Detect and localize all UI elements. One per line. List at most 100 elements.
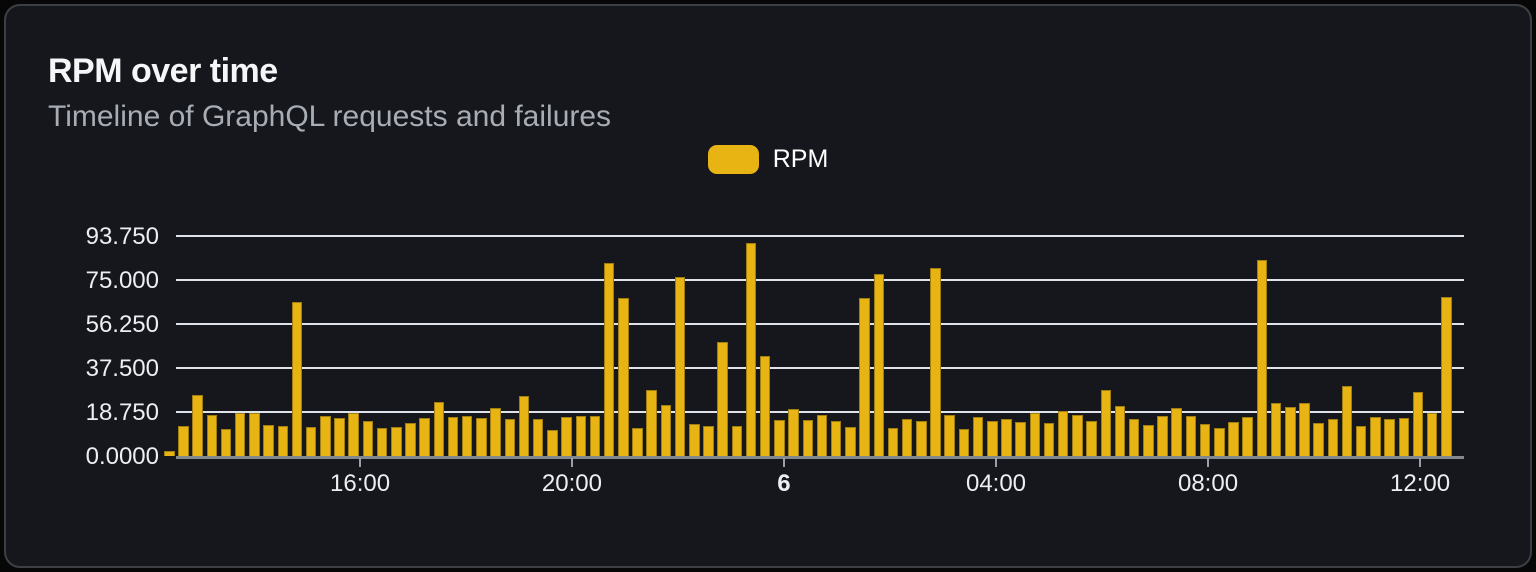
- gridline: [176, 367, 1464, 369]
- rpm-bar[interactable]: [320, 416, 331, 456]
- rpm-bar[interactable]: [972, 417, 984, 456]
- rpm-bar[interactable]: [1114, 406, 1126, 456]
- rpm-bar[interactable]: [249, 413, 260, 456]
- rpm-bar[interactable]: [1015, 421, 1026, 456]
- rpm-bar[interactable]: [873, 274, 884, 456]
- rpm-bar[interactable]: [1072, 414, 1083, 456]
- rpm-bar[interactable]: [859, 298, 870, 456]
- x-axis-tick: [1207, 458, 1210, 467]
- rpm-bar[interactable]: [518, 395, 530, 456]
- rpm-bar[interactable]: [660, 405, 672, 456]
- rpm-bar[interactable]: [1185, 416, 1197, 456]
- rpm-bar[interactable]: [461, 416, 473, 456]
- rpm-bar[interactable]: [1157, 416, 1168, 456]
- rpm-bar[interactable]: [618, 298, 629, 456]
- rpm-bar[interactable]: [759, 356, 771, 456]
- rpm-bar[interactable]: [987, 421, 998, 456]
- chart-card: RPM over time Timeline of GraphQL reques…: [4, 4, 1532, 568]
- rpm-bar[interactable]: [291, 302, 303, 456]
- rpm-bar[interactable]: [447, 417, 459, 456]
- rpm-bar[interactable]: [220, 429, 232, 456]
- rpm-bar[interactable]: [901, 418, 913, 456]
- rpm-bar[interactable]: [1086, 421, 1097, 456]
- rpm-bar[interactable]: [164, 451, 175, 456]
- rpm-bar[interactable]: [916, 421, 927, 456]
- rpm-bar[interactable]: [263, 425, 274, 456]
- rpm-bar[interactable]: [930, 268, 941, 456]
- rpm-bar[interactable]: [575, 416, 586, 456]
- rpm-bar[interactable]: [717, 342, 728, 456]
- rpm-bar[interactable]: [1299, 402, 1310, 456]
- rpm-bar[interactable]: [1327, 418, 1339, 456]
- rpm-bar[interactable]: [1384, 418, 1395, 456]
- rpm-bar[interactable]: [1228, 421, 1239, 456]
- rpm-bar[interactable]: [802, 420, 814, 456]
- rpm-bar[interactable]: [958, 429, 970, 456]
- rpm-bar[interactable]: [887, 428, 899, 456]
- rpm-bar[interactable]: [1029, 413, 1041, 456]
- rpm-bar[interactable]: [1199, 424, 1211, 456]
- rpm-bar[interactable]: [674, 276, 686, 456]
- x-axis-tick: [359, 458, 362, 467]
- rpm-bar[interactable]: [788, 409, 799, 456]
- rpm-bar[interactable]: [433, 402, 445, 456]
- rpm-bar[interactable]: [277, 425, 289, 456]
- rpm-bar[interactable]: [405, 422, 416, 456]
- rpm-bar[interactable]: [774, 420, 785, 456]
- x-axis-tick-label: 12:00: [1390, 470, 1451, 497]
- rpm-bar[interactable]: [547, 430, 558, 456]
- rpm-bar[interactable]: [1355, 425, 1367, 456]
- rpm-bar[interactable]: [1171, 408, 1182, 456]
- rpm-bar[interactable]: [745, 243, 757, 456]
- rpm-bar[interactable]: [1270, 402, 1282, 456]
- x-axis-tick-label: 20:00: [541, 470, 602, 497]
- rpm-bar[interactable]: [1214, 428, 1225, 456]
- rpm-bar[interactable]: [1057, 410, 1069, 456]
- rpm-bar[interactable]: [703, 425, 714, 456]
- rpm-bar[interactable]: [731, 425, 743, 456]
- rpm-bar[interactable]: [1242, 417, 1253, 456]
- rpm-bar[interactable]: [192, 394, 203, 456]
- rpm-bar[interactable]: [689, 423, 700, 456]
- rpm-bar[interactable]: [646, 390, 657, 456]
- rpm-bar[interactable]: [1043, 422, 1055, 456]
- rpm-bar[interactable]: [1256, 260, 1268, 456]
- rpm-bar[interactable]: [845, 426, 856, 456]
- rpm-bar[interactable]: [632, 428, 643, 456]
- rpm-bar[interactable]: [1441, 296, 1452, 456]
- rpm-bar[interactable]: [376, 428, 388, 456]
- rpm-bar[interactable]: [1313, 422, 1324, 456]
- legend-item-rpm[interactable]: RPM: [707, 144, 828, 174]
- rpm-bar[interactable]: [561, 417, 572, 456]
- rpm-bar[interactable]: [419, 417, 430, 456]
- rpm-bar[interactable]: [334, 417, 345, 456]
- rpm-bar[interactable]: [603, 263, 615, 456]
- rpm-bar[interactable]: [476, 417, 487, 456]
- rpm-bar[interactable]: [1341, 386, 1353, 456]
- x-axis-tick: [1419, 458, 1422, 467]
- rpm-bar[interactable]: [490, 408, 501, 456]
- rpm-bar[interactable]: [1128, 418, 1140, 456]
- rpm-bar[interactable]: [1398, 417, 1410, 456]
- rpm-bar[interactable]: [1001, 418, 1012, 456]
- rpm-bar[interactable]: [1426, 413, 1438, 456]
- rpm-bar[interactable]: [1100, 390, 1112, 456]
- rpm-bar[interactable]: [504, 418, 516, 456]
- rpm-bar[interactable]: [206, 414, 218, 456]
- rpm-bar[interactable]: [944, 414, 955, 456]
- rpm-bar[interactable]: [1412, 391, 1424, 456]
- rpm-bar[interactable]: [589, 416, 601, 456]
- rpm-bar[interactable]: [348, 413, 359, 456]
- x-axis-line: [176, 456, 1464, 459]
- rpm-bar[interactable]: [305, 426, 317, 456]
- rpm-bar[interactable]: [830, 421, 842, 456]
- rpm-bar[interactable]: [1285, 406, 1296, 456]
- rpm-bar[interactable]: [234, 413, 246, 456]
- rpm-bar[interactable]: [1370, 417, 1381, 456]
- rpm-bar[interactable]: [178, 425, 189, 456]
- rpm-bar[interactable]: [532, 418, 544, 456]
- rpm-bar[interactable]: [816, 414, 828, 456]
- rpm-bar[interactable]: [1143, 425, 1154, 456]
- rpm-bar[interactable]: [391, 426, 402, 456]
- rpm-bar[interactable]: [362, 421, 374, 456]
